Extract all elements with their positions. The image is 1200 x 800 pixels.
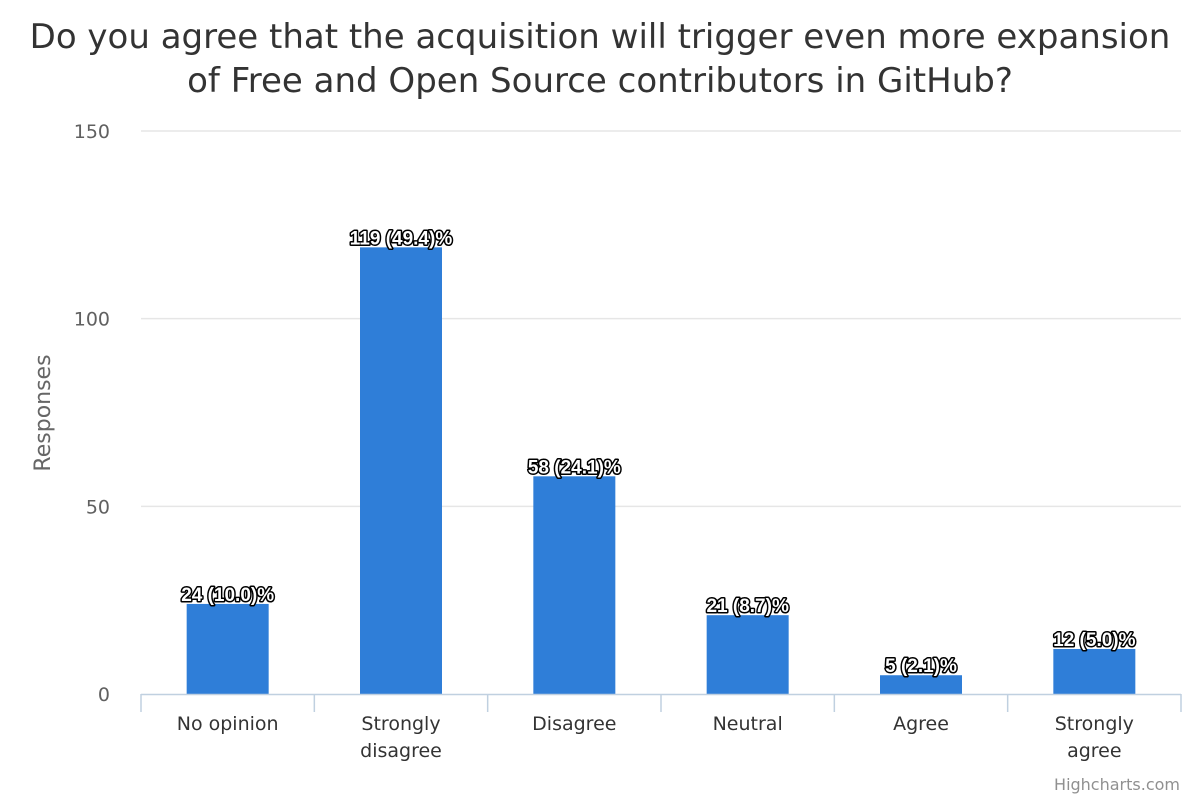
credits-link[interactable]: Highcharts.com — [1054, 775, 1180, 794]
data-label: 21 (8.7)% — [706, 596, 788, 617]
data-label: 58 (24.1)% — [528, 457, 621, 478]
bar[interactable] — [186, 603, 269, 694]
bar[interactable] — [360, 247, 442, 694]
x-tick-label: No opinion — [177, 713, 279, 735]
chart-title-line: Do you agree that the acquisition will t… — [30, 17, 1171, 57]
chart-title-line: of Free and Open Source contributors in … — [187, 61, 1013, 101]
y-axis-title: Responses — [31, 354, 56, 471]
y-tick-label: 0 — [98, 684, 110, 706]
bar[interactable] — [706, 615, 789, 694]
y-axis-ticks: 0 50 100 150 — [74, 121, 110, 706]
data-labels: 24 (10.0)% 119 (49.4)% 58 (24.1)% 21 (8.7)%… — [180, 227, 1137, 679]
data-label: 5 (2.1)% — [885, 656, 957, 677]
chart-title: Do you agree that the acquisition will t… — [30, 17, 1171, 101]
x-tick-label: Strongly disagree — [360, 713, 442, 762]
x-tick-label: Strongly agree — [1055, 713, 1134, 762]
bar[interactable] — [880, 675, 962, 694]
x-tick-label: Disagree — [532, 713, 616, 735]
gridlines — [141, 130, 1181, 508]
y-tick-label: 100 — [74, 309, 110, 331]
bar[interactable] — [533, 476, 616, 694]
x-axis: No opinion Strongly disagree Disagree Neutra… — [140, 693, 1182, 762]
y-tick-label: 50 — [86, 496, 110, 518]
data-label: 24 (10.0)% — [181, 585, 274, 606]
data-label: 12 (5.0)% — [1053, 630, 1135, 651]
x-tick-label: Agree — [893, 713, 949, 735]
bar[interactable] — [1053, 648, 1136, 694]
y-tick-label: 150 — [74, 121, 110, 143]
bars — [186, 247, 1136, 694]
data-label: 119 (49.4)% — [350, 228, 453, 249]
x-tick-label: Neutral — [713, 713, 783, 735]
